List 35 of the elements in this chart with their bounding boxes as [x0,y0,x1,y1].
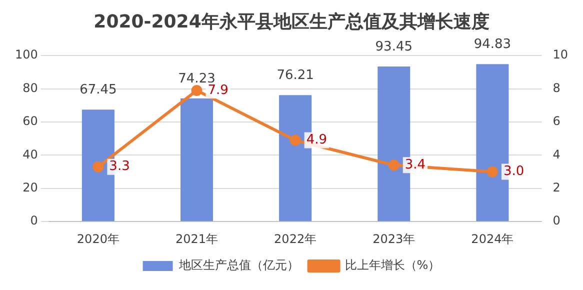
point [92,161,104,172]
y-tick-label: 40 [22,147,38,162]
y2-tick-label: 2 [552,180,560,195]
x-tick-label: 2020年 [76,232,120,246]
bar [180,98,214,222]
data-label: 3.0 [503,164,524,180]
x-tick-label: 2022年 [274,232,317,246]
point [486,166,498,178]
y-tick-label: 60 [22,114,38,128]
y-tick-label: 100 [15,48,38,62]
data-label: 94.83 [474,37,512,52]
y2-tick-label: 0 [552,214,560,228]
point [191,84,202,96]
data-label: 4.9 [306,132,328,148]
data-label: 93.45 [375,39,412,54]
y2-tick-label: 8 [552,80,560,95]
point [388,160,400,171]
data-label: 3.3 [109,159,130,174]
y-tick-label: 80 [22,80,38,95]
y-tick-label: 20 [22,180,38,195]
chart-title: 2020-2024年永平县地区生产总值及其增长速度 [94,11,490,32]
x-tick-label: 2023年 [372,232,416,246]
y2-tick-label: 4 [552,147,560,162]
y2-tick-label: 6 [552,114,560,128]
legend-label: 地区生产总值（亿元） [178,258,299,272]
data-label: 67.45 [80,82,117,98]
point [290,134,301,146]
legend-label: 比上年增长（%） [344,258,440,272]
y2-tick-label: 10 [552,48,568,62]
x-tick-label: 2021年 [175,232,218,246]
x-tick-label: 2024年 [471,232,514,246]
y-tick-label: 0 [30,214,38,228]
data-label: 3.4 [404,158,426,173]
data-label: 76.21 [276,68,314,83]
data-label: 7.9 [208,82,228,98]
